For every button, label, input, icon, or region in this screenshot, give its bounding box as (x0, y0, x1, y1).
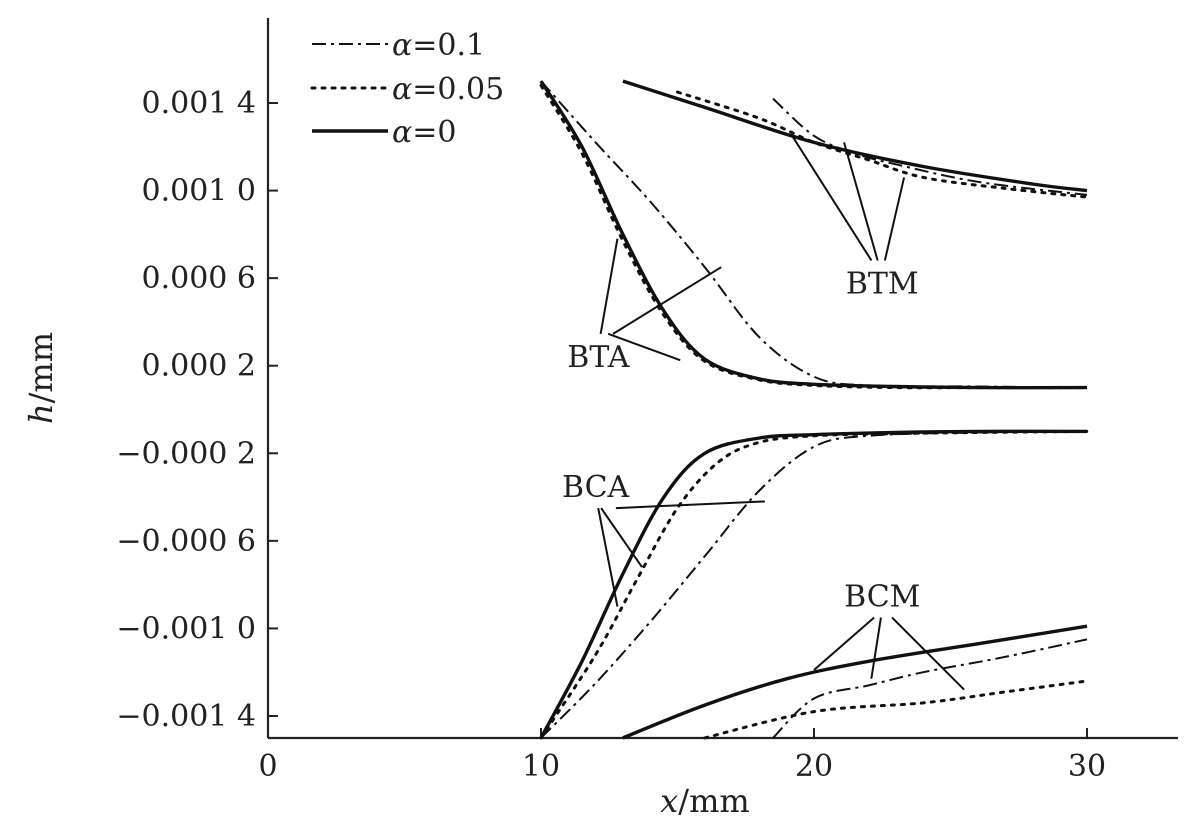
annotation-labels: BTM BTA BCA BCM (562, 267, 920, 615)
series-btm-alpha-0.05 (676, 90, 1089, 199)
legend-symbol: α (392, 72, 412, 107)
leader-btm-0 (791, 135, 873, 262)
leader-bcm-2 (891, 616, 965, 691)
legend-value: =0 (412, 115, 456, 150)
leader-bta-1 (612, 266, 722, 335)
series-bta-alpha-0.1 (540, 80, 1088, 389)
annotation-bca: BCA (562, 470, 630, 505)
leader-bta-2 (607, 332, 681, 362)
annotation-leaders (597, 135, 965, 691)
x-axis-title: x/mm (660, 782, 750, 820)
leader-bta-0 (599, 238, 619, 335)
annotation-bta: BTA (567, 340, 629, 375)
leader-bcm-0 (813, 616, 875, 671)
series-bca-alpha-0.1 (540, 430, 1088, 739)
leader-bcm-1 (870, 617, 882, 679)
series-bcm-alpha-0 (622, 624, 1088, 740)
series-bcm-alpha-0.05 (703, 679, 1089, 740)
x-tick-label: 10 (522, 749, 560, 784)
legend-symbol: α (392, 115, 412, 150)
legend-value: =0.05 (412, 72, 504, 107)
series-bta-alpha-0.05 (539, 84, 1089, 390)
series-layer (539, 79, 1089, 740)
x-tick-label: 20 (795, 749, 833, 784)
leader-bca-0 (597, 507, 619, 607)
series-btm-alpha-0.1 (772, 97, 1088, 196)
y-tick-label: 0.001 0 (141, 174, 256, 209)
leader-bca-2 (615, 500, 765, 510)
x-axis-symbol: x (660, 782, 678, 820)
leader-btm-2 (883, 177, 906, 261)
series-bcm-alpha-0.1 (772, 638, 1088, 739)
leader-bca-1 (600, 507, 643, 568)
annotation-btm: BTM (846, 267, 919, 302)
y-axis-title: h/mm (22, 332, 60, 424)
y-axis-symbol: h (22, 403, 60, 424)
legend-label-alpha-0.1: α=0.1 (392, 28, 485, 63)
axes (266, 18, 1178, 740)
x-tick-label: 0 (258, 749, 277, 784)
y-tick-label: −0.001 0 (116, 611, 256, 646)
legend-value: =0.1 (412, 28, 485, 63)
y-tick-label: 0.001 4 (141, 86, 256, 121)
series-btm-alpha-0 (622, 79, 1088, 193)
y-tick-label: −0.000 6 (116, 524, 256, 559)
y-tick-label: −0.001 4 (116, 699, 256, 734)
x-axis-unit: /mm (678, 782, 749, 820)
x-tick-label: 30 (1068, 749, 1106, 784)
y-tick-label: −0.000 2 (116, 436, 256, 471)
y-tick-label: 0.000 2 (141, 349, 256, 384)
y-axis-unit: /mm (22, 332, 60, 403)
legend: α=0.1 α=0.05 α=0 (310, 28, 504, 150)
y-tick-label: 0.000 6 (141, 261, 256, 296)
ticks: 0 10 20 30 0.001 4 0.001 0 0.000 6 0.000 2 −0.00… (116, 86, 1106, 784)
leader-btm-1 (843, 142, 879, 261)
legend-symbol: α (392, 28, 412, 63)
legend-label-alpha-0.05: α=0.05 (392, 72, 504, 107)
annotation-bcm: BCM (844, 580, 920, 615)
legend-label-alpha-0: α=0 (392, 115, 457, 150)
series-bca-alpha-0 (539, 429, 1088, 739)
